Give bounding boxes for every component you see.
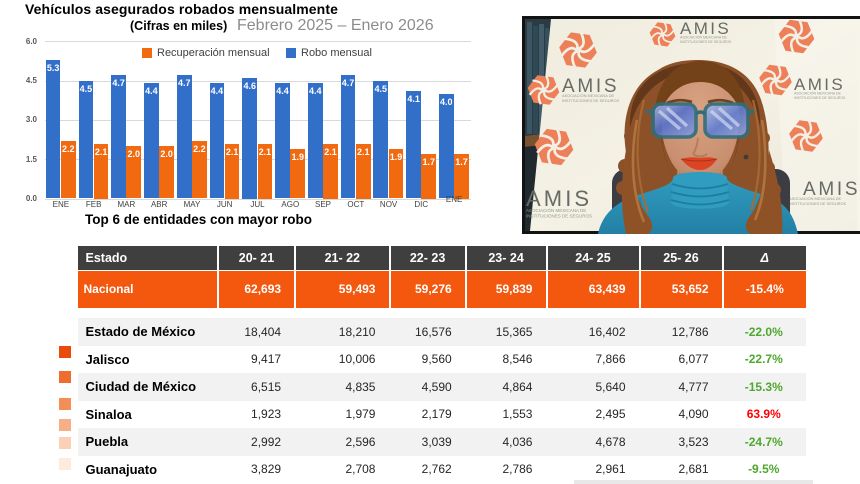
svg-text:INSTITUCIONES DE SEGUROS: INSTITUCIONES DE SEGUROS [562,98,619,103]
svg-text:AMIS: AMIS [803,179,860,200]
svg-text:INSTITUCIONES DE SEGUROS: INSTITUCIONES DE SEGUROS [680,40,732,44]
svg-text:ASOCIACIÓN MEXICANA DE: ASOCIACIÓN MEXICANA DE [562,93,615,98]
svg-text:ASOCIACIÓN MEXICANA DE: ASOCIACIÓN MEXICANA DE [789,196,842,201]
svg-text:INSTITUCIONES DE SEGUROS: INSTITUCIONES DE SEGUROS [789,201,846,206]
svg-text:AMIS: AMIS [562,76,619,97]
svg-text:AMIS: AMIS [794,75,845,94]
svg-text:ASOCIACIÓN MEXICANA DE: ASOCIACIÓN MEXICANA DE [680,35,728,40]
svg-text:INSTITUCIONES DE SEGUROS: INSTITUCIONES DE SEGUROS [526,213,592,218]
svg-text:INSTITUCIONES DE SEGUROS: INSTITUCIONES DE SEGUROS [794,96,846,100]
svg-text:AMIS: AMIS [526,186,592,211]
svg-text:ASOCIACIÓN MEXICANA DE: ASOCIACIÓN MEXICANA DE [794,91,842,96]
svg-text:ASOCIACIÓN MEXICANA DE: ASOCIACIÓN MEXICANA DE [526,207,586,213]
svg-text:AMIS: AMIS [680,19,731,38]
